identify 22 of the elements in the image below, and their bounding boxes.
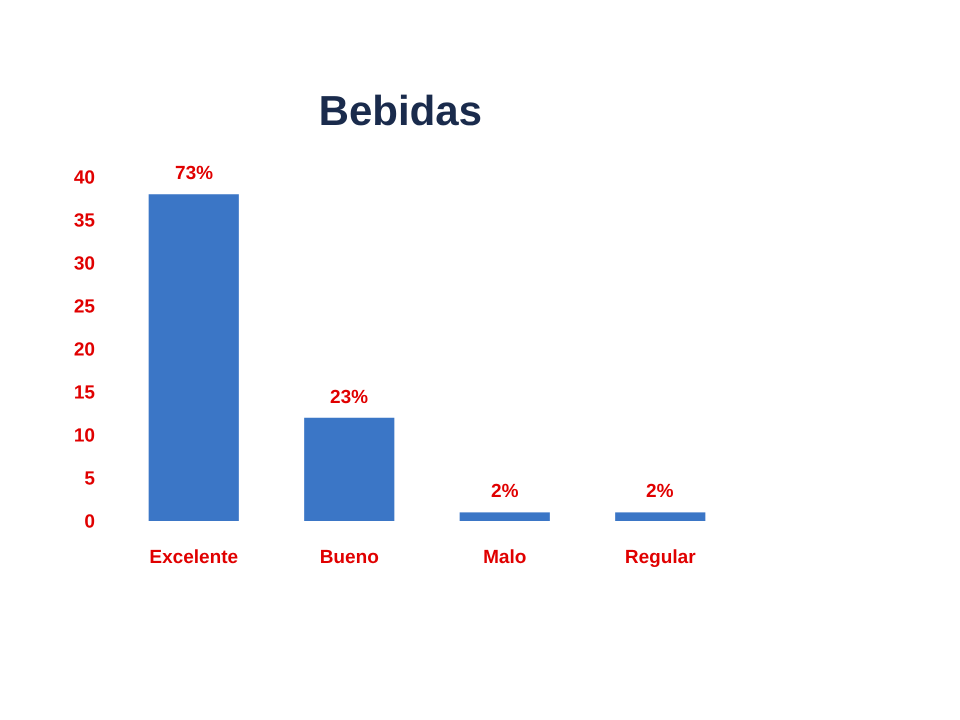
x-tick-label: Regular [624,547,696,568]
bar [460,512,550,521]
bar [615,512,706,521]
annotation: 23% [330,387,368,408]
annotation: 2% [491,481,519,502]
bar [148,194,239,521]
y-tick-label: 5 [84,468,96,490]
annotation: 73% [175,163,214,184]
x-tick-label: Excelente [149,547,238,568]
y-tick-label: 25 [74,296,96,318]
y-tick-label: 10 [74,426,95,447]
annotation: 2% [646,481,674,502]
y-tick-label: 40 [74,168,95,189]
y-tick-label: 0 [84,512,95,533]
y-tick-label: 20 [74,340,95,361]
y-tick-label: 35 [74,210,96,232]
x-tick-label: Bueno [320,547,379,568]
y-tick-label: 30 [74,254,95,275]
x-tick-label: Malo [483,547,526,568]
bar [304,418,394,521]
y-tick-label: 15 [74,382,96,404]
chart-title: Bebidas [318,86,482,134]
